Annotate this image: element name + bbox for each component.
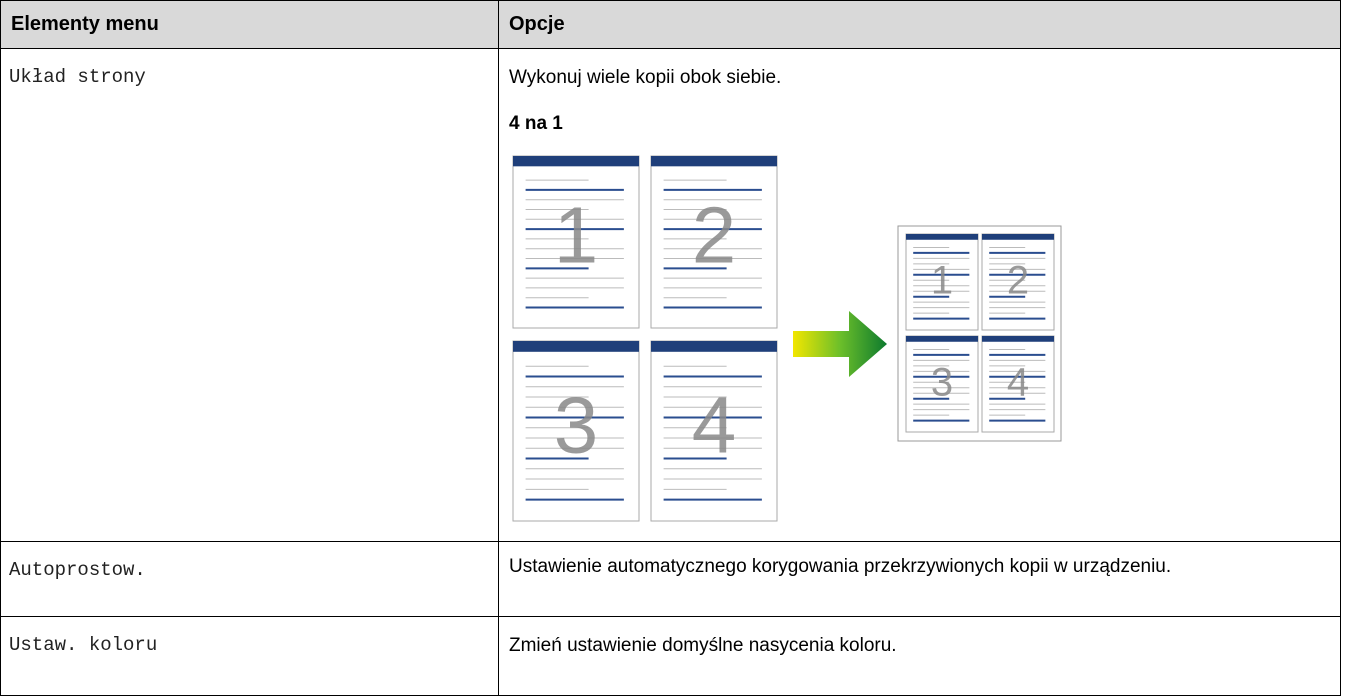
header-cell: Opcje bbox=[498, 0, 1341, 49]
page-header bbox=[982, 336, 1054, 342]
page-number: 3 bbox=[931, 361, 953, 405]
page bbox=[981, 233, 1055, 331]
option-cell: Ustawienie automatycznego korygowania pr… bbox=[498, 541, 1341, 617]
page bbox=[905, 233, 979, 331]
menu-item: Układ strony bbox=[0, 48, 499, 542]
page-number: 2 bbox=[692, 191, 737, 280]
arrow bbox=[793, 311, 887, 377]
page bbox=[512, 155, 640, 329]
combined-page: 1 2 3 4 bbox=[897, 225, 1062, 442]
page-thumbnails: 1 2 3 4 bbox=[512, 155, 778, 522]
page-header bbox=[513, 156, 639, 167]
page-number: 2 bbox=[1007, 259, 1029, 303]
page-header bbox=[906, 336, 978, 342]
page-header bbox=[651, 156, 777, 167]
page bbox=[981, 335, 1055, 433]
option-label: 4 na 1 bbox=[509, 113, 563, 134]
page bbox=[905, 335, 979, 433]
option-cell: Wykonuj wiele kopii obok siebie. 4 na 1 … bbox=[498, 48, 1341, 542]
page-number: 4 bbox=[1007, 361, 1029, 405]
page-header bbox=[982, 234, 1054, 240]
page bbox=[650, 155, 778, 329]
menu-item: Ustaw. koloru bbox=[0, 616, 499, 696]
page-number: 1 bbox=[554, 191, 599, 280]
page-header bbox=[906, 234, 978, 240]
description: Wykonuj wiele kopii obok siebie. bbox=[509, 67, 782, 88]
illustration: 1 2 3 4 1 2 3 4 bbox=[512, 155, 1062, 522]
page-header bbox=[513, 341, 639, 352]
page bbox=[650, 340, 778, 522]
option-cell: Zmień ustawienie domyślne nasycenia kolo… bbox=[498, 616, 1341, 696]
page-number: 4 bbox=[692, 381, 737, 470]
header-cell: Elementy menu bbox=[0, 0, 499, 49]
page-header bbox=[651, 341, 777, 352]
page-number: 3 bbox=[554, 381, 599, 470]
page bbox=[512, 340, 640, 522]
page-number: 1 bbox=[931, 259, 953, 303]
menu-item: Autoprostow. bbox=[0, 541, 499, 617]
